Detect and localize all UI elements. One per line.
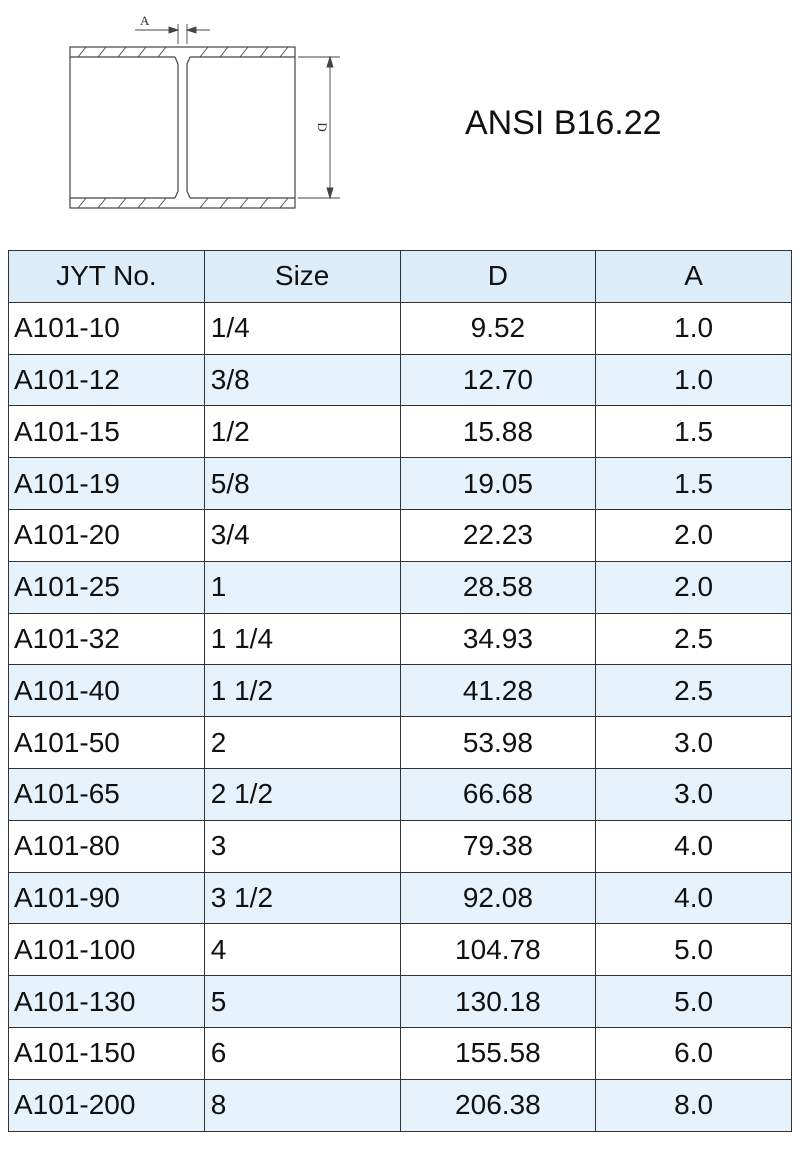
standard-title: ANSI B16.22 (465, 104, 662, 142)
table-row: A101-200 8 206.38 8.0 (8, 1078, 792, 1132)
table-cell: 6 (203, 1026, 401, 1080)
table-cell: A101-19 (8, 457, 205, 510)
table-cell: A101-50 (8, 716, 205, 769)
table-cell: 8 (203, 1078, 401, 1132)
table-cell: 79.38 (399, 819, 597, 873)
table-cell: A101-20 (8, 508, 205, 562)
table-cell: 3 (203, 819, 401, 873)
table-cell: 1 (203, 560, 401, 614)
stop-dent (174, 56, 191, 199)
table-cell: A101-90 (8, 871, 205, 925)
table-row: A101-25 1 28.58 2.0 (8, 560, 792, 614)
table-cell: 1 1/4 (203, 612, 401, 666)
table-cell: A101-40 (8, 664, 205, 718)
table-cell: A101-150 (8, 1026, 205, 1080)
table-cell: 2.5 (595, 664, 792, 718)
column-header: D (399, 250, 597, 303)
table-cell: 41.28 (399, 664, 597, 718)
table-cell: 2.0 (595, 560, 792, 614)
header-row: JYT No. Size D A (8, 250, 792, 303)
table-cell: 2.5 (595, 612, 792, 666)
table-cell: 130.18 (399, 975, 597, 1028)
table-cell: 6.0 (595, 1026, 792, 1080)
table-cell: 22.23 (399, 508, 597, 562)
table-cell: 9.52 (399, 301, 597, 355)
spec-table: JYT No. Size D A A101-10 1/4 9.52 1.0 A101-12 3/… (8, 250, 792, 1132)
table-row: A101-32 1 1/4 34.93 2.5 (8, 612, 792, 666)
table-cell: 1.5 (595, 405, 792, 459)
table-row: A101-10 1/4 9.52 1.0 (8, 301, 792, 355)
table-cell: A101-130 (8, 975, 205, 1028)
coupling-outline (69, 46, 296, 209)
dimension-a (135, 24, 210, 44)
table-cell: 3.0 (595, 716, 792, 769)
table-cell: A101-80 (8, 819, 205, 873)
column-header: JYT No. (8, 250, 205, 303)
table-cell: 155.58 (399, 1026, 597, 1080)
table-cell: 19.05 (399, 457, 597, 510)
table-cell: 5.0 (595, 975, 792, 1028)
dimension-label: D (315, 122, 330, 131)
table-cell: 5 (203, 975, 401, 1028)
table-row: A101-90 3 1/2 92.08 4.0 (8, 871, 792, 925)
dimension-label: A (140, 13, 150, 28)
table-cell: 1/2 (203, 405, 401, 459)
table-cell: 1.5 (595, 457, 792, 510)
hatching (77, 46, 289, 209)
table-cell: A101-100 (8, 923, 205, 977)
table-row: A101-50 2 53.98 3.0 (8, 716, 792, 769)
table-cell: 1.0 (595, 353, 792, 407)
table-cell: 3 1/2 (203, 871, 401, 925)
table-cell: 4.0 (595, 819, 792, 873)
table-cell: 3/8 (203, 353, 401, 407)
table-row: A101-12 3/8 12.70 1.0 (8, 353, 792, 407)
table-cell: 53.98 (399, 716, 597, 769)
table-cell: 5/8 (203, 457, 401, 510)
table-cell: A101-65 (8, 767, 205, 821)
table-row: A101-130 5 130.18 5.0 (8, 975, 792, 1028)
table-cell: 4.0 (595, 871, 792, 925)
table-row: A101-65 2 1/2 66.68 3.0 (8, 767, 792, 821)
table-row: A101-100 4 104.78 5.0 (8, 923, 792, 977)
table-cell: 2.0 (595, 508, 792, 562)
table-cell: 206.38 (399, 1078, 597, 1132)
table-cell: 4 (203, 923, 401, 977)
table-cell: A101-25 (8, 560, 205, 614)
table-cell: 15.88 (399, 405, 597, 459)
table-row: A101-20 3/4 22.23 2.0 (8, 508, 792, 562)
table-cell: 28.58 (399, 560, 597, 614)
table-cell: 92.08 (399, 871, 597, 925)
table-cell: A101-200 (8, 1078, 205, 1132)
table-cell: A101-32 (8, 612, 205, 666)
dimension-d (298, 55, 340, 200)
table-cell: 3.0 (595, 767, 792, 821)
table-cell: 104.78 (399, 923, 597, 977)
table-cell: A101-15 (8, 405, 205, 459)
table-cell: A101-12 (8, 353, 205, 407)
table-cell: 5.0 (595, 923, 792, 977)
table-cell: 1 1/2 (203, 664, 401, 718)
column-header: A (595, 250, 792, 303)
table-cell: A101-10 (8, 301, 205, 355)
table-cell: 3/4 (203, 508, 401, 562)
table-cell: 66.68 (399, 767, 597, 821)
table-cell: 8.0 (595, 1078, 792, 1132)
table-row: A101-15 1/2 15.88 1.5 (8, 405, 792, 459)
table-cell: 2 (203, 716, 401, 769)
table-row: A101-150 6 155.58 6.0 (8, 1026, 792, 1080)
coupling-drawing: A D (69, 13, 340, 209)
table-cell: 34.93 (399, 612, 597, 666)
table-cell: 2 1/2 (203, 767, 401, 821)
column-header: Size (203, 250, 401, 303)
table-cell: 12.70 (399, 353, 597, 407)
table-cell: 1.0 (595, 301, 792, 355)
table-cell: 1/4 (203, 301, 401, 355)
table-row: A101-19 5/8 19.05 1.5 (8, 457, 792, 510)
table-row: A101-40 1 1/2 41.28 2.5 (8, 664, 792, 718)
table-row: A101-80 3 79.38 4.0 (8, 819, 792, 873)
